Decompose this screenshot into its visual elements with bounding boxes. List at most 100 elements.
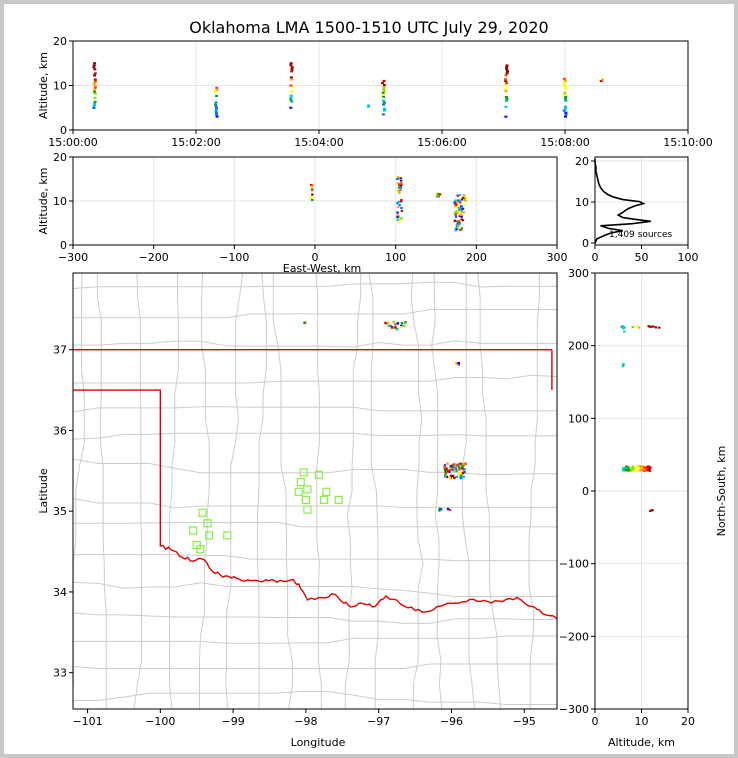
source-point [635, 466, 638, 469]
y-tick-label: −200 [559, 630, 589, 643]
source-point [462, 194, 466, 197]
source-point [638, 465, 642, 468]
source-point [463, 467, 466, 471]
x-tick-label: −97 [367, 715, 390, 728]
x-tick-label: −96 [440, 715, 463, 728]
x-tick-label: −100 [145, 715, 175, 728]
source-point [396, 214, 399, 217]
county-boundary [73, 432, 557, 440]
source-point [563, 85, 567, 88]
y-axis-label: North-South, km [715, 446, 728, 537]
source-point [214, 109, 218, 112]
x-tick-label: −95 [513, 715, 536, 728]
source-point [214, 101, 218, 104]
source-point [454, 215, 458, 218]
source-point [451, 465, 454, 468]
x-tick-label: 15:02:00 [171, 136, 220, 149]
county-boundary [528, 273, 540, 709]
source-point [453, 202, 456, 205]
source-point [398, 192, 401, 195]
source-point [622, 468, 625, 471]
source-point [311, 198, 314, 201]
source-point [391, 326, 394, 329]
height-ns-panel: 0 10 20 −300 −200 −100 0 100 200 300 Altitude, km N… [559, 267, 728, 749]
source-point [397, 177, 400, 180]
source-point [504, 74, 508, 77]
source-point [214, 111, 218, 114]
source-point [464, 199, 467, 202]
county-boundary [368, 273, 379, 709]
altitude-profile-line [594, 158, 651, 244]
source-point [448, 470, 451, 473]
source-point [435, 195, 439, 198]
source-point [457, 361, 461, 365]
x-tick-label: −99 [222, 715, 245, 728]
county-boundary [73, 690, 557, 706]
source-point [437, 192, 440, 195]
source-point [504, 95, 508, 98]
source-point [399, 184, 403, 187]
source-point [455, 201, 458, 204]
lma-station-marker [198, 508, 207, 517]
x-axis-label: East-West, km [283, 262, 361, 275]
source-point [381, 93, 385, 96]
source-point [215, 94, 219, 97]
county-boundary [73, 273, 85, 691]
source-point [214, 90, 218, 93]
source-point [394, 323, 397, 326]
source-point [563, 91, 567, 94]
source-point [460, 215, 463, 218]
source-point [396, 322, 400, 325]
source-point [397, 176, 400, 179]
source-point [459, 474, 463, 477]
county-boundary [73, 281, 557, 289]
source-point [460, 205, 463, 208]
source-point [629, 469, 633, 472]
source-point [451, 474, 455, 478]
source-point [647, 468, 650, 471]
source-point [399, 177, 403, 180]
source-point [457, 224, 460, 227]
source-point [290, 66, 294, 69]
source-point [453, 211, 456, 214]
source-point [394, 326, 397, 329]
source-point [564, 95, 568, 98]
source-point [463, 471, 466, 474]
source-point [456, 212, 459, 215]
source-point [382, 83, 386, 86]
y-tick-label: 10 [53, 80, 67, 93]
source-point [648, 469, 652, 472]
county-boundary [431, 273, 443, 709]
county-boundary [477, 273, 502, 709]
county-boundary [315, 273, 322, 709]
county-boundary [73, 309, 557, 319]
source-point [214, 103, 218, 106]
source-point [455, 226, 458, 229]
source-point [462, 211, 466, 214]
source-point [452, 463, 456, 466]
source-point [404, 321, 407, 324]
source-point [93, 84, 97, 87]
source-point [449, 474, 453, 478]
source-point [398, 220, 401, 223]
lma-station-marker [299, 468, 308, 477]
source-point [396, 202, 399, 205]
source-point [564, 111, 568, 114]
x-tick-label: 15:00:00 [48, 136, 97, 149]
source-point [399, 325, 403, 329]
source-point [453, 469, 457, 472]
x-axis-label: Altitude, km [608, 736, 675, 749]
source-point [622, 467, 625, 470]
x-tick-label: −101 [72, 715, 102, 728]
county-boundary [461, 273, 475, 709]
source-point [290, 78, 294, 81]
source-point [93, 62, 97, 65]
source-point [505, 82, 509, 85]
source-point [563, 83, 567, 86]
source-point [386, 321, 389, 324]
source-point [459, 229, 463, 232]
source-point [289, 94, 293, 97]
lma-station-marker [196, 545, 205, 554]
source-point [643, 467, 646, 470]
source-point [464, 462, 467, 465]
